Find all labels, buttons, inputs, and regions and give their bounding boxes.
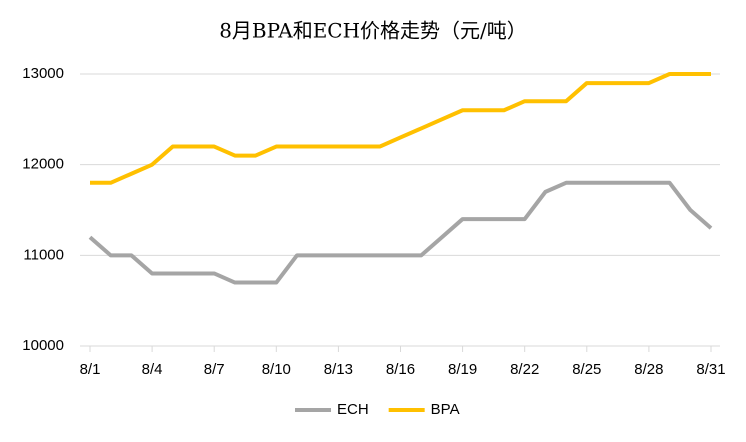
chart-title: 8月BPA和ECH价格走势（元/吨） xyxy=(219,19,527,43)
x-tick-label: 8/10 xyxy=(262,361,291,378)
x-tick-label: 8/28 xyxy=(634,361,663,378)
x-tick-label: 8/31 xyxy=(696,361,725,378)
x-tick-label: 8/1 xyxy=(80,361,101,378)
line-series xyxy=(90,72,711,185)
x-tick-label: 8/7 xyxy=(204,361,225,378)
y-tick-label: 10000 xyxy=(22,337,64,354)
legend-label: ECH xyxy=(337,401,369,418)
x-tick-label: 8/22 xyxy=(510,361,539,378)
y-tick-label: 13000 xyxy=(22,65,64,82)
x-tick-label: 8/25 xyxy=(572,361,601,378)
x-tick-label: 8/19 xyxy=(448,361,477,378)
legend-label: BPA xyxy=(431,401,460,418)
y-tick-label: 12000 xyxy=(22,156,64,173)
x-tick-label: 8/4 xyxy=(142,361,163,378)
y-tick-label: 11000 xyxy=(23,246,64,263)
x-tick-label: 8/13 xyxy=(324,361,353,378)
x-tick-label: 8/16 xyxy=(386,361,415,378)
line-series xyxy=(88,180,713,285)
